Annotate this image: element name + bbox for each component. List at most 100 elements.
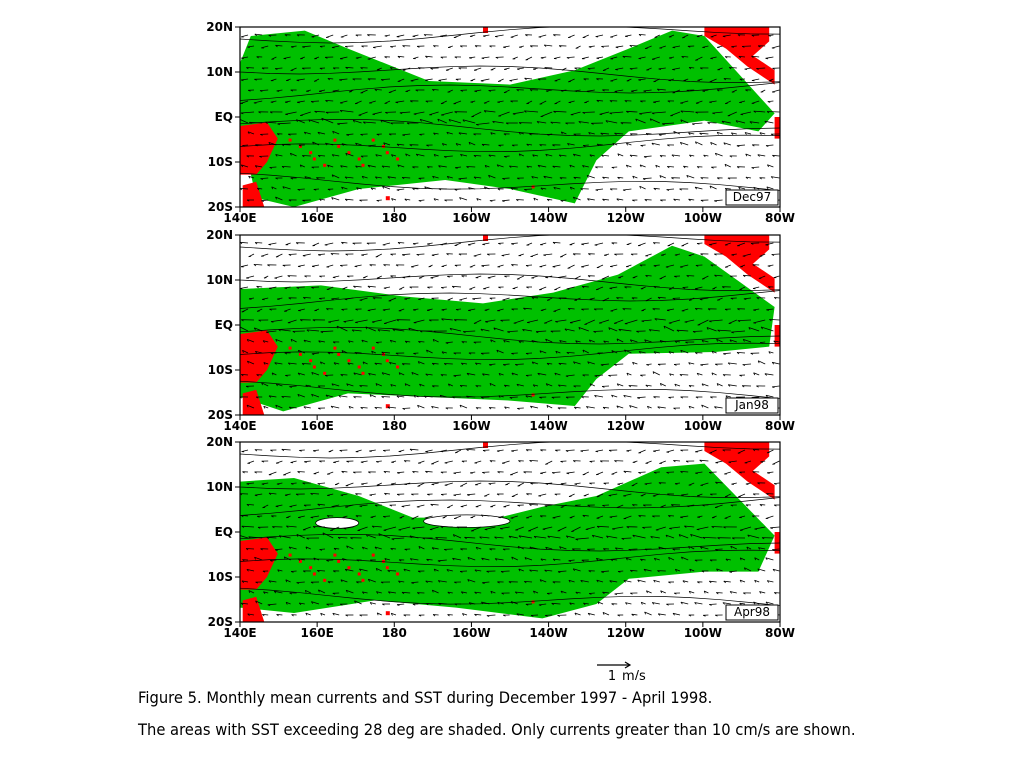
vector-head: [587, 275, 591, 278]
vector-head: [297, 372, 300, 376]
current-vector: [438, 78, 447, 81]
current-vector: [681, 493, 689, 496]
vector-head: [625, 602, 628, 605]
current-vector: [524, 581, 533, 583]
current-vector: [362, 546, 368, 550]
vector-head: [518, 341, 522, 344]
vector-head: [626, 372, 629, 376]
vector-head: [384, 492, 387, 496]
vector-head: [594, 395, 597, 398]
vector-head: [653, 396, 656, 399]
current-vector: [581, 242, 589, 245]
vector-head: [255, 144, 258, 147]
vector-head: [545, 463, 548, 465]
vector-head: [482, 472, 485, 474]
vector-head: [603, 548, 606, 551]
current-vector: [429, 111, 439, 116]
current-vector: [498, 373, 504, 376]
vector-head: [538, 604, 542, 606]
vector-head: [286, 525, 289, 528]
vector-head: [397, 472, 400, 474]
vector-head: [413, 353, 416, 355]
vector-head: [736, 166, 740, 169]
current-vector: [575, 591, 581, 594]
current-vector: [371, 319, 382, 323]
vector-head: [504, 156, 507, 158]
vector-head: [459, 404, 462, 408]
island: [333, 346, 337, 350]
vector-head: [530, 405, 533, 409]
vector-head: [285, 579, 288, 583]
current-vector: [574, 406, 581, 409]
vector-head: [657, 406, 660, 409]
current-vector: [653, 100, 660, 103]
vector-head: [572, 568, 575, 572]
vector-head: [470, 472, 473, 474]
vector-head: [596, 579, 599, 583]
vector-head: [671, 177, 674, 180]
vector-head: [448, 119, 451, 122]
vector-head: [320, 613, 323, 616]
vector-head: [375, 342, 379, 344]
vector-head: [608, 495, 612, 497]
vector-head: [511, 264, 514, 267]
vector-head: [524, 77, 527, 81]
current-vector: [626, 164, 632, 168]
current-vector: [466, 395, 476, 398]
vector-head: [257, 187, 260, 191]
vector-head: [721, 286, 725, 289]
vector-head: [345, 253, 348, 256]
current-vector: [480, 78, 490, 82]
vector-head: [582, 514, 585, 518]
vector-head: [343, 528, 347, 530]
current-vector: [279, 535, 291, 539]
vector-head: [511, 144, 515, 147]
vector-head: [484, 165, 487, 168]
vector-head: [402, 277, 406, 279]
vector-head: [565, 396, 569, 399]
vector-head: [382, 309, 386, 311]
current-vector: [458, 132, 468, 135]
vector-head: [437, 560, 441, 563]
current-vector: [679, 264, 689, 268]
current-vector: [396, 34, 405, 38]
current-vector: [296, 119, 305, 124]
vector-head: [270, 352, 274, 355]
vector-head: [319, 46, 323, 48]
vector-head: [588, 570, 592, 573]
vector-head: [724, 56, 728, 59]
vector-head: [767, 265, 771, 267]
vector-head: [750, 243, 754, 245]
current-vector: [341, 241, 348, 244]
vector-head: [678, 534, 681, 537]
vector-head: [724, 308, 728, 311]
vector-head: [417, 485, 421, 487]
current-vector: [597, 601, 604, 605]
current-vector: [739, 602, 746, 605]
current-vector: [578, 327, 589, 332]
vector-head: [714, 200, 717, 202]
vector-head: [654, 318, 657, 321]
current-vector: [670, 111, 681, 117]
vector-head: [647, 406, 649, 409]
vector-head: [433, 45, 436, 48]
vector-head: [438, 188, 442, 191]
vector-head: [752, 493, 756, 496]
current-vector: [500, 570, 510, 572]
vector-head: [745, 176, 748, 180]
current-vector: [639, 351, 646, 354]
current-vector: [416, 253, 425, 255]
vector-head: [602, 505, 605, 507]
current-vector: [439, 394, 447, 398]
current-vector: [453, 493, 462, 496]
current-vector: [248, 175, 255, 179]
vector-head: [419, 330, 423, 333]
current-vector: [688, 385, 695, 387]
vector-head: [529, 460, 532, 463]
current-vector: [743, 274, 752, 277]
current-vector: [645, 275, 652, 277]
vector-head: [366, 242, 370, 245]
current-vector: [501, 460, 510, 464]
current-vector: [404, 383, 411, 387]
vector-head: [416, 254, 420, 256]
